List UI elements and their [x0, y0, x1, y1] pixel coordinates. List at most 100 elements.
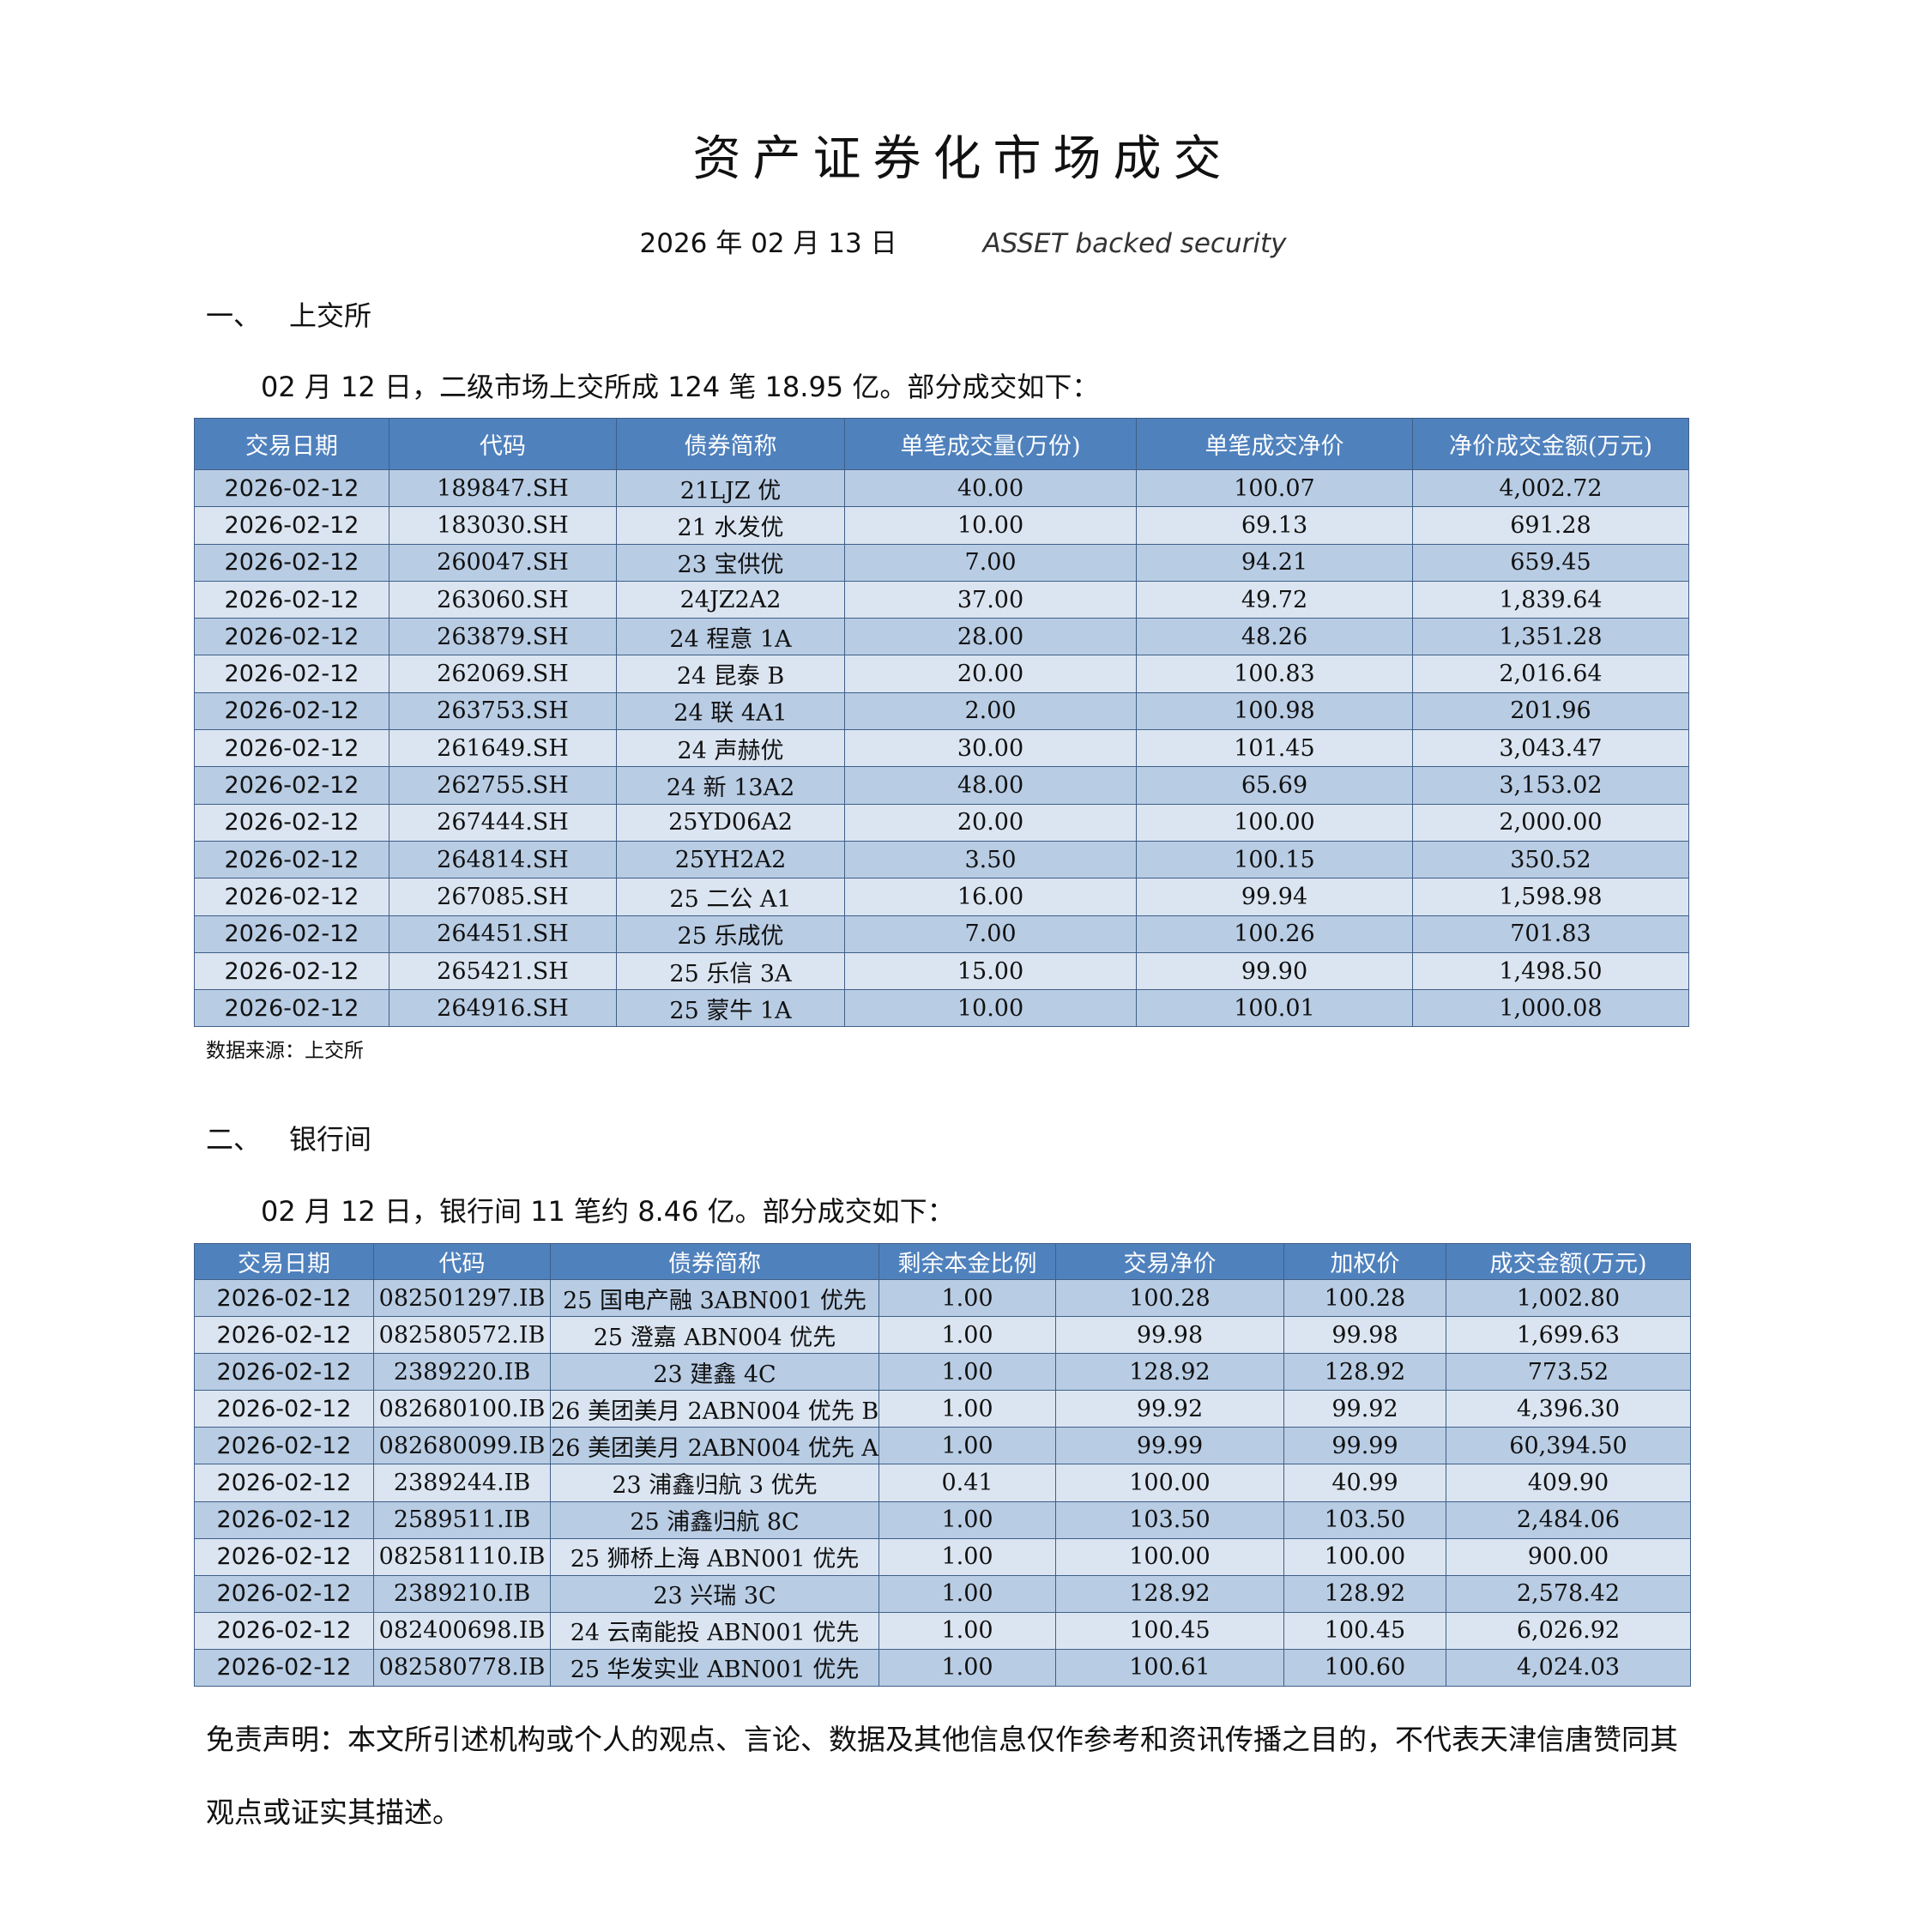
table-cell: 99.99 — [1283, 1427, 1446, 1465]
table-cell: 100.28 — [1055, 1278, 1284, 1318]
table-cell: 1,000.08 — [1412, 989, 1689, 1028]
column-header: 成交金额(万元) — [1446, 1243, 1691, 1280]
table-cell: 100.00 — [1055, 1464, 1284, 1502]
column-header: 交易净价 — [1055, 1243, 1284, 1280]
table-cell: 691.28 — [1412, 506, 1689, 545]
column-header: 加权价 — [1283, 1243, 1446, 1280]
column-header: 单笔成交净价 — [1136, 418, 1413, 470]
section-number: 二、 — [206, 1123, 262, 1156]
table-cell: 2026-02-12 — [194, 655, 389, 693]
table-cell: 2026-02-12 — [194, 951, 389, 991]
table-row: 2026-02-12 082680099.IB 26 美团美月 2ABN004 优先… — [194, 1427, 1691, 1465]
table-cell: 2026-02-12 — [194, 840, 389, 879]
table-cell: 24 昆泰 B — [616, 655, 845, 693]
table-cell: 10.00 — [844, 506, 1137, 545]
table-cell: 128.92 — [1055, 1353, 1284, 1392]
table-cell: 100.28 — [1283, 1278, 1446, 1318]
header-row: 交易日期 代码 债券简称 单笔成交量(万份) 单笔成交净价 净价成交金额(万元) — [194, 418, 1689, 470]
table-cell: 2389220.IB — [373, 1353, 551, 1392]
table-cell: 1.00 — [878, 1537, 1056, 1576]
table-cell: 23 兴瑞 3C — [550, 1574, 879, 1613]
table-cell: 103.50 — [1283, 1500, 1446, 1539]
table-row: 2026-02-12 189847.SH 21LJZ 优 40.00 100.07 4,0… — [194, 468, 1689, 508]
table-cell: 2389244.IB — [373, 1464, 551, 1502]
table-cell: 99.98 — [1283, 1316, 1446, 1355]
table-cell: 082400698.IB — [373, 1611, 551, 1650]
table-cell: 2026-02-12 — [194, 1353, 374, 1392]
table-cell: 2026-02-12 — [194, 691, 389, 731]
table-cell: 100.61 — [1055, 1648, 1284, 1687]
table-cell: 082581110.IB — [373, 1537, 551, 1576]
table-row: 2026-02-12 2589511.IB 25 浦鑫归航 8C 1.00 103.50… — [194, 1500, 1691, 1539]
table-cell: 2389210.IB — [373, 1574, 551, 1613]
table-cell: 1,002.80 — [1446, 1278, 1691, 1318]
table-row: 2026-02-12 262069.SH 24 昆泰 B 20.00 100.83 2,0… — [194, 655, 1689, 693]
table-cell: 100.00 — [1055, 1537, 1284, 1576]
table-cell: 1,351.28 — [1412, 618, 1689, 656]
table-cell: 6,026.92 — [1446, 1611, 1691, 1650]
table-cell: 100.26 — [1136, 915, 1413, 953]
table-cell: 25YH2A2 — [616, 840, 845, 879]
table-cell: 1,699.63 — [1446, 1316, 1691, 1355]
table-cell: 3.50 — [844, 840, 1137, 879]
table-row: 2026-02-12 260047.SH 23 宝供优 7.00 94.21 659.45 — [194, 543, 1689, 582]
column-header: 债券简称 — [616, 418, 845, 470]
table-cell: 23 浦鑫归航 3 优先 — [550, 1464, 879, 1502]
table-cell: 100.01 — [1136, 989, 1413, 1028]
table-cell: 082680099.IB — [373, 1427, 551, 1465]
table-cell: 2026-02-12 — [194, 468, 389, 508]
table-cell: 4,002.72 — [1412, 468, 1689, 508]
table-cell: 2026-02-12 — [194, 1648, 374, 1687]
table-cell: 99.94 — [1136, 878, 1413, 916]
table-cell: 1.00 — [878, 1500, 1056, 1539]
table-cell: 2,000.00 — [1412, 803, 1689, 842]
table-cell: 20.00 — [844, 655, 1137, 693]
table-cell: 20.00 — [844, 803, 1137, 842]
section-heading: 二、 银行间 — [206, 1118, 371, 1157]
table-cell: 60,394.50 — [1446, 1427, 1691, 1465]
table-cell: 100.45 — [1055, 1611, 1284, 1650]
table-cell: 082501297.IB — [373, 1278, 551, 1318]
table-cell: 3,153.02 — [1412, 766, 1689, 805]
table-row: 2026-02-12 267444.SH 25YD06A2 20.00 100.00 2,… — [194, 803, 1689, 842]
table-cell: 409.90 — [1446, 1464, 1691, 1502]
table-row: 2026-02-12 2389210.IB 23 兴瑞 3C 1.00 128.92 12… — [194, 1574, 1691, 1613]
table-cell: 2026-02-12 — [194, 729, 389, 768]
table-cell: 1.00 — [878, 1648, 1056, 1687]
table-cell: 1,839.64 — [1412, 580, 1689, 619]
table-cell: 99.92 — [1283, 1390, 1446, 1428]
table-cell: 94.21 — [1136, 543, 1413, 582]
table-cell: 128.92 — [1055, 1574, 1284, 1613]
table-cell: 263060.SH — [389, 580, 617, 619]
section-heading: 一、 上交所 — [206, 294, 371, 334]
table-cell: 1.00 — [878, 1427, 1056, 1465]
table-cell: 100.60 — [1283, 1648, 1446, 1687]
table-cell: 37.00 — [844, 580, 1137, 619]
table-cell: 1.00 — [878, 1353, 1056, 1392]
table-cell: 100.98 — [1136, 691, 1413, 731]
table-row: 2026-02-12 082581110.IB 25 狮桥上海 ABN001 优先 1… — [194, 1537, 1691, 1576]
table-cell: 25 澄嘉 ABN004 优先 — [550, 1316, 879, 1355]
table-cell: 2026-02-12 — [194, 989, 389, 1028]
table-cell: 1,598.98 — [1412, 878, 1689, 916]
table-cell: 69.13 — [1136, 506, 1413, 545]
table-cell: 2,484.06 — [1446, 1500, 1691, 1539]
table-cell: 103.50 — [1055, 1500, 1284, 1539]
table-cell: 2026-02-12 — [194, 618, 389, 656]
table-row: 2026-02-12 263060.SH 24JZ2A2 37.00 49.72 1,83… — [194, 580, 1689, 619]
table-cell: 263753.SH — [389, 691, 617, 731]
table-cell: 25YD06A2 — [616, 803, 845, 842]
table-row: 2026-02-12 082400698.IB 24 云南能投 ABN001 优先 1… — [194, 1611, 1691, 1650]
table-row: 2026-02-12 265421.SH 25 乐信 3A 15.00 99.90 1,4… — [194, 951, 1689, 991]
column-header: 代码 — [373, 1243, 551, 1280]
table-row: 2026-02-12 264451.SH 25 乐成优 7.00 100.26 701.8… — [194, 915, 1689, 953]
table-cell: 49.72 — [1136, 580, 1413, 619]
table-cell: 25 狮桥上海 ABN001 优先 — [550, 1537, 879, 1576]
table-cell: 24 声赫优 — [616, 729, 845, 768]
table-cell: 100.00 — [1283, 1537, 1446, 1576]
table-cell: 2,578.42 — [1446, 1574, 1691, 1613]
table-cell: 0.41 — [878, 1464, 1056, 1502]
table-row: 2026-02-12 262755.SH 24 新 13A2 48.00 65.69 3,… — [194, 766, 1689, 805]
section-title: 上交所 — [289, 299, 372, 332]
table-cell: 10.00 — [844, 989, 1137, 1028]
